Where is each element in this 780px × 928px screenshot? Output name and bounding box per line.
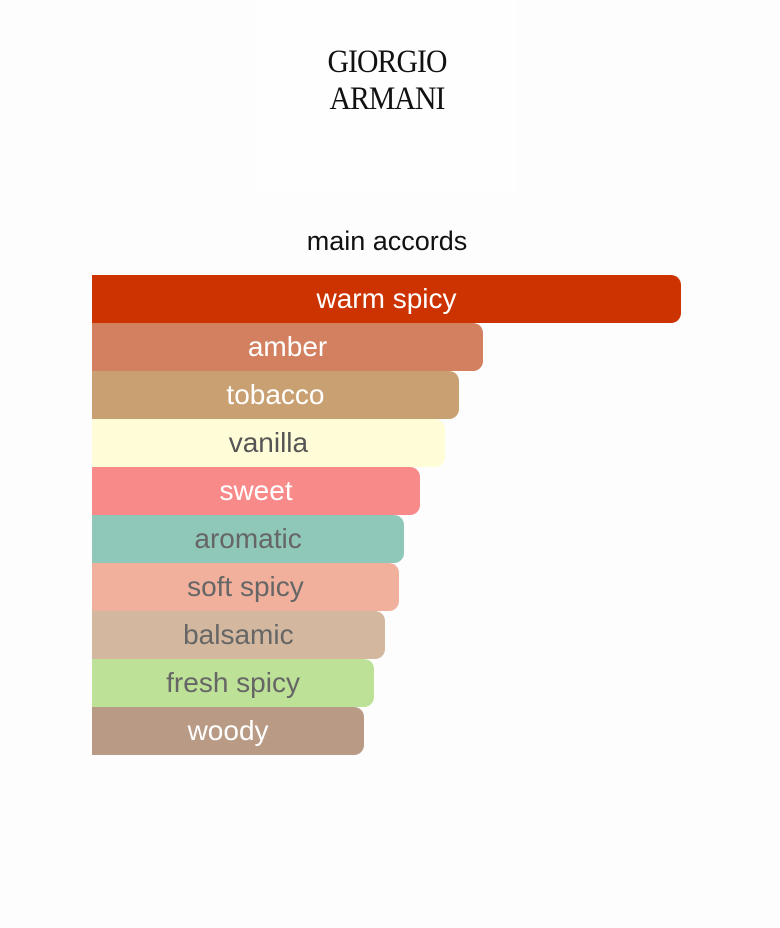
accord-bar-warm-spicy: warm spicy [92,275,681,323]
accord-bar-amber: amber [92,323,484,371]
brand-logo: GIORGIO ARMANI [258,0,516,192]
accord-label: warm spicy [316,283,457,314]
accord-label: balsamic [183,619,294,650]
brand-logo-text: GIORGIO ARMANI [327,44,447,117]
accord-label: aromatic [194,523,302,554]
accord-bar-aromatic: aromatic [92,515,405,563]
accord-label: soft spicy [187,571,304,602]
accord-label: woody [187,715,269,746]
accord-label: tobacco [226,379,325,410]
accord-label: vanilla [228,427,309,458]
accord-label: amber [247,331,328,362]
accord-bar-sweet: sweet [92,467,421,515]
accord-bar-vanilla: vanilla [92,419,445,467]
accord-bar-soft-spicy: soft spicy [92,563,399,611]
accord-bar-fresh-spicy: fresh spicy [92,659,375,707]
accord-bar-woody: woody [92,707,365,755]
accord-label: fresh spicy [166,667,300,698]
accord-bar-balsamic: balsamic [92,611,385,659]
chart-title: main accords [306,226,468,256]
accord-bar-tobacco: tobacco [92,371,459,419]
accord-label: sweet [219,475,293,506]
accords-chart: warm spicy amber tobacco vanilla sweet aromat… [92,275,681,755]
